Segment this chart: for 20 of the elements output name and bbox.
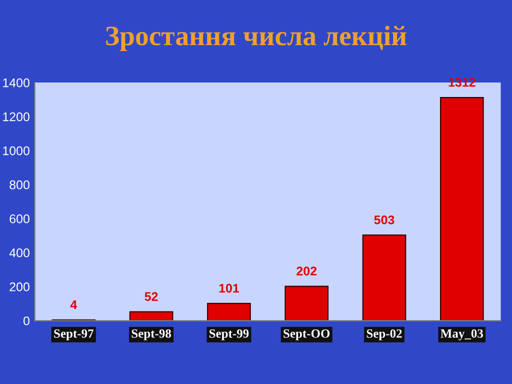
data-label: 52 bbox=[144, 292, 158, 301]
data-label: 4 bbox=[70, 300, 78, 310]
y-tick-label: 400 bbox=[9, 248, 30, 258]
y-tick-label: 0 bbox=[23, 316, 30, 326]
data-label: 503 bbox=[374, 215, 394, 224]
y-tick-label: 1400 bbox=[3, 78, 30, 88]
x-tick-label: Sept-97 bbox=[54, 329, 94, 340]
data-label: 202 bbox=[296, 266, 317, 276]
y-tick-label: 200 bbox=[10, 282, 30, 292]
x-tick-label: Sept-OO bbox=[284, 329, 330, 340]
y-tick-label: 600 bbox=[10, 214, 30, 224]
x-tick-label: Sept-98 bbox=[132, 329, 172, 340]
x-tick-label: Sep-02 bbox=[366, 329, 402, 340]
y-tick-label: 1000 bbox=[3, 146, 30, 156]
y-tick-label: 1200 bbox=[3, 112, 30, 122]
x-tick-label: Sept-99 bbox=[209, 329, 249, 340]
y-tick-label: 800 bbox=[10, 180, 30, 190]
data-label: 101 bbox=[219, 284, 240, 293]
chart-title: Зростання числа лекцій bbox=[106, 26, 406, 51]
x-tick-label: May_03 bbox=[440, 329, 484, 340]
